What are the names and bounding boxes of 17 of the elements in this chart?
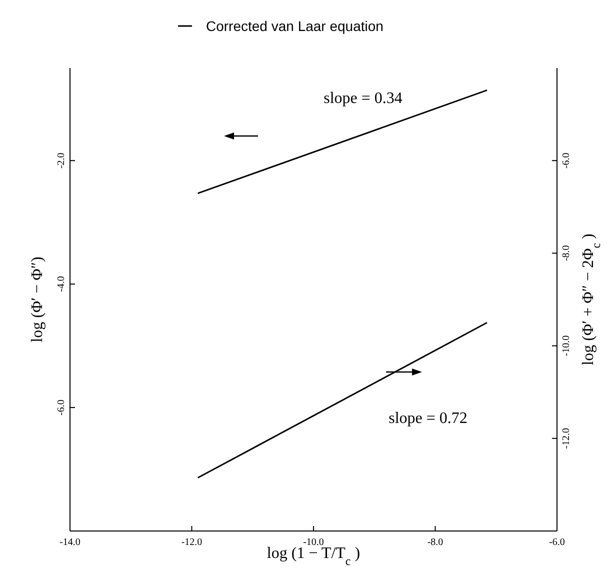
x-tick-label: -6.0: [549, 537, 565, 548]
y2-tick-label: -10.0: [561, 335, 572, 356]
legend-label: Corrected van Laar equation: [206, 18, 384, 34]
y-tick-label: -4.0: [56, 276, 67, 292]
y-axis-title: log (Φ′ − Φ″): [29, 256, 46, 342]
y2-tick-label: -12.0: [561, 428, 572, 449]
y2-tick-label: -6.0: [561, 152, 572, 169]
x-tick-label: -10.0: [303, 537, 324, 548]
x-axis-title: log (1 − T/T$_{c}$): [266, 545, 360, 568]
y-tick-label: -2.0: [56, 152, 67, 169]
x-tick-label: -12.0: [181, 537, 202, 548]
annotation: slope = 0.72: [388, 410, 468, 427]
x-tick-label: -14.0: [60, 537, 80, 548]
annotation: slope = 0.34: [324, 90, 402, 107]
x-tick-label: -8.0: [427, 537, 444, 548]
y-tick-label: -6.0: [56, 400, 67, 416]
y2-tick-label: -8.0: [561, 245, 572, 262]
